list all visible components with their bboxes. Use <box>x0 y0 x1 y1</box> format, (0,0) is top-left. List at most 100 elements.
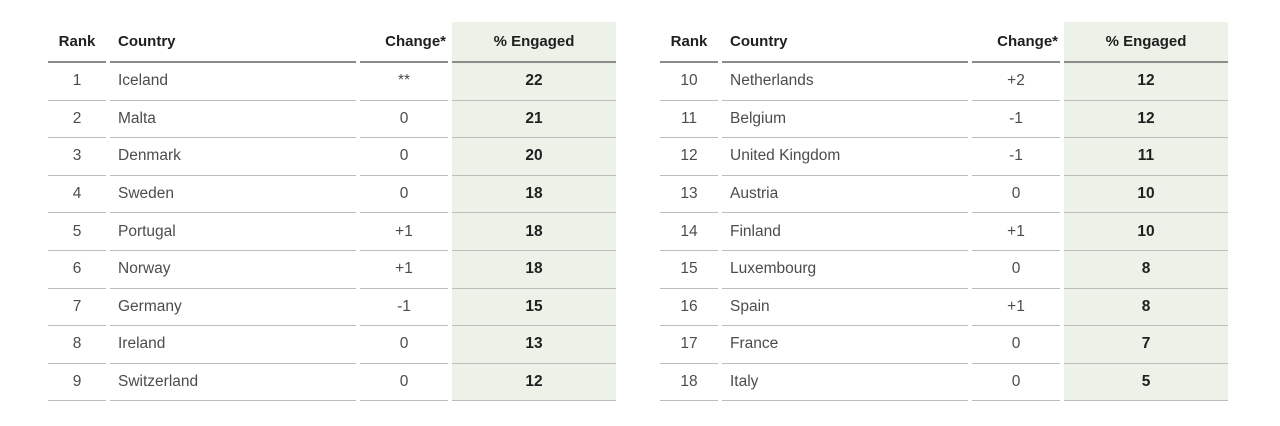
country-cell: United Kingdom <box>722 138 968 176</box>
table-row: 16 Spain +1 8 <box>660 288 1228 327</box>
table-row: 9 Switzerland 0 12 <box>48 363 616 402</box>
change-cell: +1 <box>360 213 448 251</box>
rank-cell: 10 <box>660 63 718 101</box>
table-row: 1 Iceland ** 22 <box>48 63 616 101</box>
rank-cell: 2 <box>48 101 106 139</box>
country-cell: Spain <box>722 289 968 327</box>
engaged-column-header: % Engaged <box>452 22 616 63</box>
change-cell: -1 <box>972 101 1060 139</box>
country-cell: Portugal <box>110 213 356 251</box>
table-row: 12 United Kingdom -1 11 <box>660 138 1228 176</box>
engagement-ranking-tables: Rank Country Change* % Engaged 1 Iceland… <box>48 22 1232 402</box>
change-column-header: Change* <box>360 22 448 63</box>
country-cell: Iceland <box>110 63 356 101</box>
change-cell: 0 <box>972 326 1060 364</box>
rank-cell: 1 <box>48 63 106 101</box>
change-cell: +2 <box>972 63 1060 101</box>
table-row: 8 Ireland 0 13 <box>48 326 616 364</box>
rank-cell: 11 <box>660 101 718 139</box>
engaged-cell: 10 <box>1064 213 1228 251</box>
rank-cell: 15 <box>660 251 718 289</box>
engaged-cell: 21 <box>452 100 616 139</box>
table-row: 5 Portugal +1 18 <box>48 213 616 251</box>
table-body: 1 Iceland ** 22 2 Malta 0 21 3 Denmark 0… <box>48 63 616 402</box>
engaged-cell: 5 <box>1064 363 1228 402</box>
table-row: 4 Sweden 0 18 <box>48 175 616 214</box>
change-cell: +1 <box>360 251 448 289</box>
engaged-cell: 11 <box>1064 138 1228 176</box>
engaged-cell: 22 <box>452 63 616 101</box>
engaged-cell: 20 <box>452 138 616 176</box>
header-row: Rank Country Change* % Engaged <box>48 22 616 63</box>
table-row: 18 Italy 0 5 <box>660 363 1228 402</box>
change-cell: +1 <box>972 289 1060 327</box>
country-cell: Sweden <box>110 176 356 214</box>
change-cell: 0 <box>972 364 1060 402</box>
country-cell: Belgium <box>722 101 968 139</box>
rank-cell: 12 <box>660 138 718 176</box>
change-cell: +1 <box>972 213 1060 251</box>
table-row: 6 Norway +1 18 <box>48 250 616 289</box>
rank-cell: 14 <box>660 213 718 251</box>
engaged-cell: 18 <box>452 213 616 251</box>
country-cell: Italy <box>722 364 968 402</box>
table-row: 10 Netherlands +2 12 <box>660 63 1228 101</box>
change-cell: 0 <box>972 251 1060 289</box>
rank-cell: 9 <box>48 364 106 402</box>
table-row: 2 Malta 0 21 <box>48 100 616 139</box>
country-column-header: Country <box>110 22 356 63</box>
rank-cell: 7 <box>48 289 106 327</box>
change-cell: 0 <box>360 101 448 139</box>
change-column-header: Change* <box>972 22 1060 63</box>
rank-cell: 13 <box>660 176 718 214</box>
country-cell: Austria <box>722 176 968 214</box>
country-column-header: Country <box>722 22 968 63</box>
country-cell: Luxembourg <box>722 251 968 289</box>
country-cell: Malta <box>110 101 356 139</box>
rank-cell: 8 <box>48 326 106 364</box>
table-row: 3 Denmark 0 20 <box>48 138 616 176</box>
country-cell: Netherlands <box>722 63 968 101</box>
header-row: Rank Country Change* % Engaged <box>660 22 1228 63</box>
table-row: 11 Belgium -1 12 <box>660 100 1228 139</box>
rank-column-header: Rank <box>48 22 106 63</box>
table-row: 14 Finland +1 10 <box>660 213 1228 251</box>
change-cell: -1 <box>360 289 448 327</box>
engaged-cell: 10 <box>1064 175 1228 214</box>
rank-cell: 16 <box>660 289 718 327</box>
table-body: 10 Netherlands +2 12 11 Belgium -1 12 12… <box>660 63 1228 402</box>
table-row: 17 France 0 7 <box>660 326 1228 364</box>
country-cell: France <box>722 326 968 364</box>
change-cell: 0 <box>972 176 1060 214</box>
rank-cell: 5 <box>48 213 106 251</box>
rank-cell: 18 <box>660 364 718 402</box>
rank-column-header: Rank <box>660 22 718 63</box>
engaged-cell: 12 <box>1064 63 1228 101</box>
country-cell: Denmark <box>110 138 356 176</box>
engaged-cell: 15 <box>452 288 616 327</box>
engaged-cell: 12 <box>1064 100 1228 139</box>
change-cell: 0 <box>360 138 448 176</box>
rank-cell: 17 <box>660 326 718 364</box>
country-cell: Norway <box>110 251 356 289</box>
engaged-cell: 7 <box>1064 326 1228 364</box>
change-cell: -1 <box>972 138 1060 176</box>
engaged-cell: 18 <box>452 175 616 214</box>
country-cell: Germany <box>110 289 356 327</box>
engaged-column-header: % Engaged <box>1064 22 1228 63</box>
engaged-cell: 12 <box>452 363 616 402</box>
country-cell: Finland <box>722 213 968 251</box>
change-cell: 0 <box>360 176 448 214</box>
table-row: 7 Germany -1 15 <box>48 288 616 327</box>
change-cell: 0 <box>360 364 448 402</box>
country-cell: Ireland <box>110 326 356 364</box>
table-row: 13 Austria 0 10 <box>660 175 1228 214</box>
table-row: 15 Luxembourg 0 8 <box>660 250 1228 289</box>
ranking-table-right: Rank Country Change* % Engaged 10 Nether… <box>656 22 1232 402</box>
engaged-cell: 18 <box>452 250 616 289</box>
engaged-cell: 8 <box>1064 288 1228 327</box>
change-cell: 0 <box>360 326 448 364</box>
rank-cell: 3 <box>48 138 106 176</box>
engaged-cell: 13 <box>452 326 616 364</box>
rank-cell: 6 <box>48 251 106 289</box>
